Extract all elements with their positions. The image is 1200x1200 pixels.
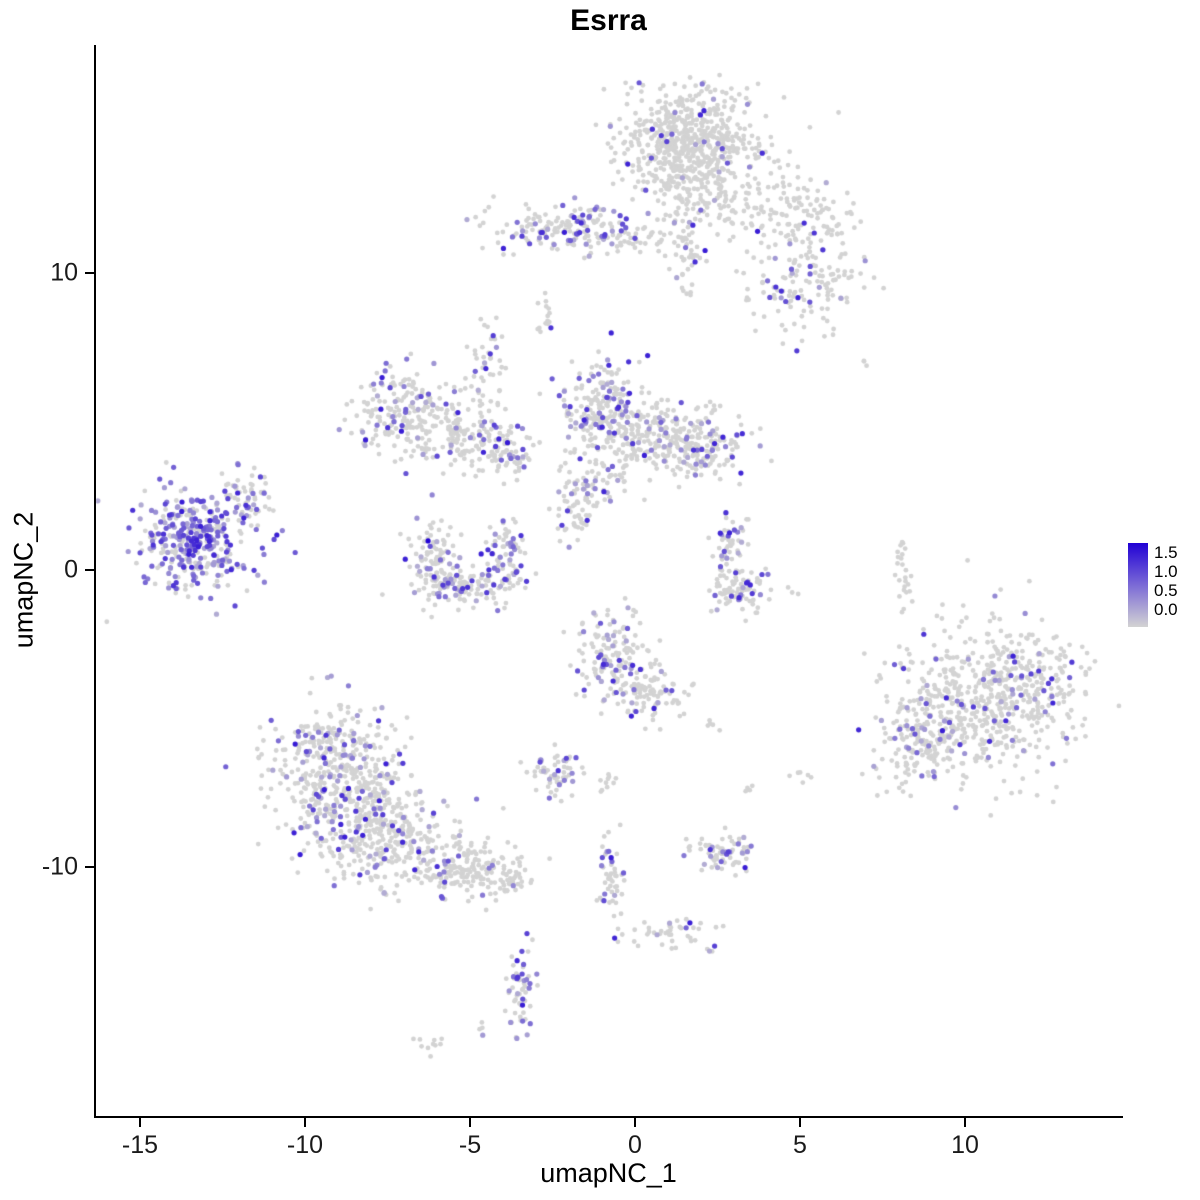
legend-label: 1.0 [1154, 562, 1178, 581]
x-tick-mark [304, 1118, 306, 1127]
x-tick-mark [634, 1118, 636, 1127]
y-axis-line [94, 45, 96, 1118]
x-tick-mark [469, 1118, 471, 1127]
legend-label: 0.0 [1154, 600, 1178, 619]
y-tick-mark [85, 569, 94, 571]
x-tick-label: 0 [628, 1131, 642, 1159]
y-tick-label: 0 [64, 555, 78, 584]
x-tick-mark [964, 1118, 966, 1127]
y-tick-mark [85, 272, 94, 274]
y-axis-title: umapNC_2 [8, 511, 39, 649]
x-axis-title: umapNC_1 [540, 1158, 677, 1188]
x-tick-label: -10 [286, 1131, 324, 1159]
x-tick-mark [139, 1118, 141, 1127]
y-tick-label: 10 [50, 258, 78, 287]
legend-label: 1.5 [1154, 543, 1178, 562]
y-tick-label: -10 [41, 852, 78, 881]
y-tick-mark [85, 866, 94, 868]
color-legend: 1.5 1.0 0.5 0.0 [1128, 541, 1200, 633]
legend-gradient-bar [1128, 543, 1148, 627]
legend-label: 0.5 [1154, 581, 1178, 600]
x-tick-label: -15 [121, 1131, 159, 1159]
x-tick-label: 5 [793, 1131, 807, 1159]
x-axis-line [94, 1116, 1123, 1118]
x-tick-label: 10 [951, 1131, 979, 1159]
x-tick-label: -5 [458, 1131, 482, 1159]
x-tick-mark [799, 1118, 801, 1127]
